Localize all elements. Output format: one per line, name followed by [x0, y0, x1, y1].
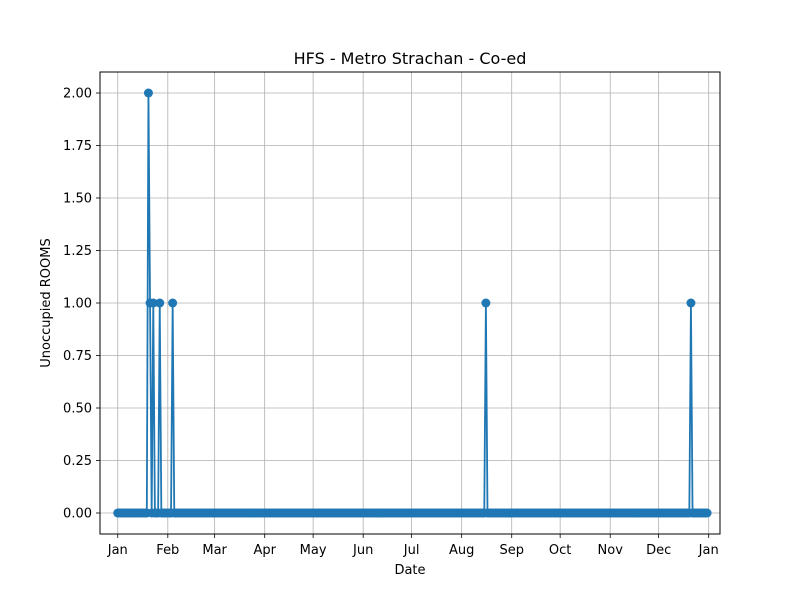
- y-tick-label: 0.25: [63, 454, 92, 469]
- x-tick-label: Nov: [598, 543, 624, 558]
- x-tick-label: Dec: [646, 543, 671, 558]
- data-point: [686, 298, 696, 308]
- x-tick-label: Jul: [403, 543, 420, 558]
- data-point: [148, 298, 158, 308]
- y-tick-label: 1.00: [63, 297, 92, 312]
- grid: [100, 72, 720, 534]
- x-axis: Jan Feb Mar Apr May Jun Jul Aug Sep Oct Nov Dec Jan: [107, 534, 719, 558]
- series-layer: [113, 88, 712, 518]
- y-tick-label: 0.50: [63, 402, 92, 417]
- data-point: [155, 298, 165, 308]
- x-tick-label: Feb: [156, 543, 179, 558]
- y-tick-label: 0.00: [63, 507, 92, 522]
- x-tick-label: Mar: [202, 543, 227, 558]
- x-tick-label: Jan: [107, 543, 128, 558]
- x-tick-label: May: [300, 543, 327, 558]
- data-point: [702, 508, 712, 518]
- data-point: [481, 298, 491, 308]
- data-point: [168, 298, 178, 308]
- y-tick-label: 0.75: [63, 349, 92, 364]
- x-tick-label: Aug: [449, 543, 474, 558]
- data-point: [143, 88, 153, 98]
- y-tick-label: 1.50: [63, 192, 92, 207]
- x-tick-label: Jun: [352, 543, 373, 558]
- x-axis-title: Date: [394, 563, 425, 578]
- x-tick-label: Apr: [253, 543, 276, 558]
- x-tick-label: Sep: [499, 543, 524, 558]
- y-axis: 0.00 0.25 0.50 0.75 1.00 1.25 1.50 1.75 2.00: [63, 87, 100, 522]
- chart-title: HFS - Metro Strachan - Co-ed: [294, 49, 527, 68]
- x-tick-label: Jan: [698, 543, 719, 558]
- y-tick-label: 1.75: [63, 139, 92, 154]
- y-axis-title: Unoccupied ROOMS: [39, 238, 54, 367]
- y-tick-label: 2.00: [63, 87, 92, 102]
- x-tick-label: Oct: [549, 543, 571, 558]
- y-tick-label: 1.25: [63, 244, 92, 259]
